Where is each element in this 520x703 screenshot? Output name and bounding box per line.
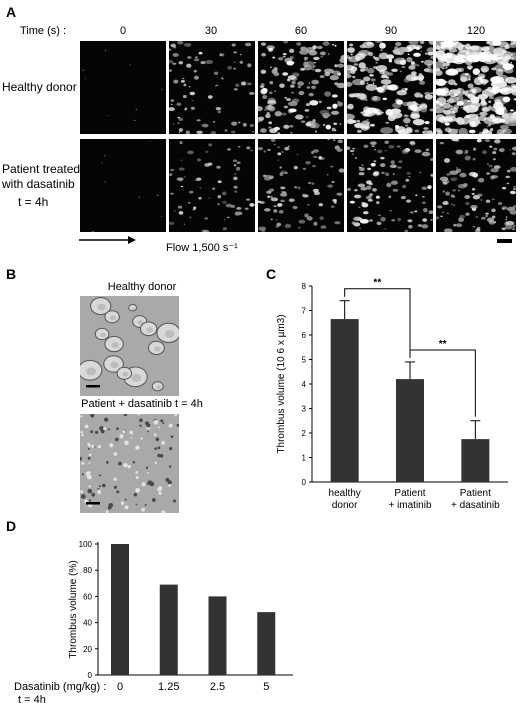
timepoint-label-90: 90 — [384, 25, 398, 37]
y-tick-label: 80 — [83, 566, 92, 575]
fluorescence-speckles — [91, 140, 163, 232]
fluorescence-speckles — [436, 139, 516, 232]
timepoint-label-60: 60 — [294, 25, 308, 37]
brightfield-texture — [80, 414, 179, 513]
thrombus-volume-bar-chart: 0 1 2 3 4 5 6 7 8 Thrombus volume (10 6 x µm3) hea… — [276, 278, 508, 511]
row-label-line: Patient treated — [2, 162, 81, 176]
significance-label: ** — [373, 278, 381, 289]
fluorescence-speckles — [347, 140, 433, 232]
fluorescence-speckles — [347, 41, 433, 134]
significance-bracket: ** — [409, 339, 476, 417]
x-tick-label: Patient — [394, 488, 425, 499]
bar — [111, 544, 129, 675]
y-axis-title: Thrombus volume (10 6 x µm3) — [276, 314, 287, 453]
y-tick-label: 3 — [302, 405, 307, 414]
x-tick-label: Patient — [460, 488, 491, 499]
fluorescence-speckles — [258, 41, 344, 134]
fluorescence-speckles — [169, 41, 255, 134]
x-tick-label: 5 — [263, 681, 269, 693]
micrograph-patient-t90 — [347, 139, 433, 232]
x-tick-label: + imatinib — [388, 500, 432, 511]
flow-rate-label: Flow 1,500 s⁻¹ — [166, 242, 238, 254]
micrograph-healthy-t0 — [80, 41, 166, 134]
micrograph-healthy-t90 — [347, 41, 433, 134]
y-tick-label: 100 — [79, 540, 93, 549]
row-label-healthy-donor: Healthy donor — [2, 80, 77, 94]
x-axis-title: Dasatinib (mg/kg) : — [14, 681, 106, 693]
bar — [330, 319, 359, 482]
bar — [257, 612, 276, 675]
panel-b-letter: B — [6, 266, 17, 282]
dasatinib-dose-bar-chart: 0 20 40 60 80 100 Thrombus volume (%) 0 1.25 2.5 5… — [14, 540, 293, 703]
x-tick-label: donor — [332, 500, 358, 511]
y-tick-label: 0 — [302, 478, 307, 487]
fluorescence-speckles — [82, 50, 163, 121]
fluorescence-speckles — [258, 139, 344, 232]
micrograph-patient-t0 — [80, 139, 166, 232]
brightfield-label-healthy: Healthy donor — [107, 281, 177, 293]
brightfield-texture — [80, 297, 179, 392]
y-tick-label: 2 — [302, 429, 307, 438]
bar — [159, 584, 178, 675]
y-tick-label: 1 — [302, 454, 307, 463]
micrograph-patient-t120 — [436, 139, 516, 232]
time-axis-label: Time (s) : — [20, 25, 67, 37]
brightfield-micrograph-patient — [80, 414, 179, 513]
y-tick-label: 6 — [302, 331, 307, 340]
y-tick-label: 20 — [83, 645, 92, 654]
x-tick-label: + dasatinib — [451, 500, 500, 511]
micrograph-healthy-t120 — [436, 41, 516, 134]
micrograph-healthy-t60 — [258, 41, 344, 134]
significance-label: ** — [439, 339, 447, 350]
x-axis-subtitle: t = 4h — [18, 694, 46, 703]
y-tick-label: 4 — [302, 380, 307, 389]
y-tick-label: 7 — [302, 307, 307, 316]
flow-arrow — [79, 236, 136, 244]
y-axis-title: Thrombus volume (%) — [68, 560, 79, 658]
scale-bar-a — [497, 239, 512, 243]
timepoint-label-0: 0 — [119, 25, 127, 37]
micrograph-patient-t30 — [169, 139, 255, 232]
bar — [396, 379, 424, 482]
significance-bracket: ** — [344, 278, 411, 358]
micrograph-patient-t60 — [258, 139, 344, 232]
bar — [208, 596, 227, 675]
panel-d-letter: D — [6, 518, 17, 534]
fluorescence-speckles — [436, 41, 516, 134]
y-tick-label: 5 — [302, 356, 307, 365]
row-label-line: t = 4h — [18, 195, 49, 209]
panel-c-letter: C — [266, 266, 277, 282]
y-tick-label: 40 — [83, 619, 92, 628]
brightfield-label-patient: Patient + dasatinib t = 4h — [81, 398, 203, 410]
x-tick-label: healthy — [329, 488, 361, 499]
x-tick-label: 2.5 — [210, 681, 225, 693]
x-tick-label: 1.25 — [158, 681, 179, 693]
bar — [461, 439, 490, 482]
x-tick-label: 0 — [117, 681, 123, 693]
timepoint-label-30: 30 — [204, 25, 218, 37]
y-tick-label: 0 — [88, 671, 93, 680]
y-tick-label: 60 — [83, 592, 92, 601]
micrograph-healthy-t30 — [169, 41, 255, 134]
fluorescence-speckles — [169, 141, 255, 232]
row-label-line: with dasatinib — [2, 177, 75, 191]
timepoint-label-120: 120 — [466, 25, 486, 37]
brightfield-micrograph-healthy — [80, 296, 179, 396]
y-tick-label: 8 — [302, 282, 307, 291]
panel-a-letter: A — [6, 4, 17, 20]
